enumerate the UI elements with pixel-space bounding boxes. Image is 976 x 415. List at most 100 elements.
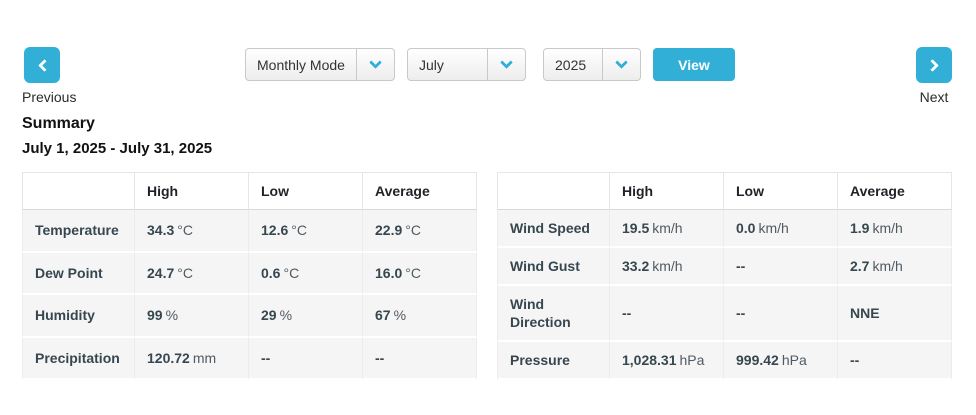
value-number: -- (736, 258, 746, 274)
cell-low: 29% (249, 295, 363, 338)
value-unit: °C (283, 264, 300, 281)
table-row-wind-speed: Wind Speed 19.5 km/h 0.0 km/h 1.9 km/h (497, 210, 952, 248)
previous-button[interactable] (24, 47, 60, 83)
value-number: 16.0 (375, 264, 403, 281)
value-unit: °C (177, 222, 193, 239)
value-unit: °C (177, 264, 193, 281)
wind-summary-table: High Low Average Wind Speed 19.5 km/h 0.0… (497, 172, 952, 380)
value-number: 12.6 (261, 222, 289, 239)
month-select[interactable]: July (407, 48, 526, 81)
value-number: 33.2 (622, 258, 650, 274)
row-label: Wind Gust (497, 248, 610, 286)
value-number: 67 (375, 307, 391, 324)
cell-average: 2.7 km/h (838, 248, 952, 286)
value-unit: km/h (872, 220, 903, 236)
cell-high: 99% (135, 295, 249, 338)
value-unit: hPa (781, 352, 807, 368)
column-header-high: High (135, 172, 249, 210)
cell-high: 34.3 °C (135, 210, 249, 253)
cell-low: -- (724, 248, 838, 286)
table-row-temperature: Temperature 34.3 °C 12.6 °C 22.9 °C (22, 210, 477, 253)
column-header-average: Average (363, 172, 477, 210)
value-number: 22.9 (375, 222, 403, 239)
weather-summary-table: High Low Average Temperature 34.3 °C 12.6… (22, 172, 477, 380)
chevron-down-icon (615, 55, 628, 69)
previous-nav: Previous (22, 47, 76, 105)
column-header-high: High (610, 172, 724, 210)
value-unit: km/h (872, 258, 903, 274)
year-select[interactable]: 2025 (543, 48, 641, 81)
cell-average: 16.0 °C (363, 252, 477, 295)
column-header-low: Low (724, 172, 838, 210)
value-unit: km/h (652, 258, 683, 274)
cell-average: -- (838, 342, 952, 380)
row-label: Wind Speed (497, 210, 610, 248)
value-unit: °C (405, 222, 421, 239)
cell-average: 67% (363, 295, 477, 338)
value-unit: % (393, 307, 407, 324)
value-unit: % (279, 307, 293, 324)
chevron-down-icon (500, 55, 513, 69)
value-unit: mm (192, 349, 217, 366)
value-number: 24.7 (147, 264, 175, 281)
value-number: -- (622, 305, 632, 321)
cell-average: 1.9 km/h (838, 210, 952, 248)
column-header-average: Average (838, 172, 952, 210)
cell-low: 12.6 °C (249, 210, 363, 253)
next-nav: Next (916, 47, 952, 105)
summary-tables: High Low Average Temperature 34.3 °C 12.6… (22, 172, 952, 380)
year-select-value: 2025 (555, 56, 587, 73)
next-label: Next (919, 89, 949, 105)
table-row-humidity: Humidity 99% 29% 67% (22, 295, 477, 338)
row-label: Wind Direction (497, 286, 610, 342)
row-label: Pressure (497, 342, 610, 380)
value-number: NNE (850, 305, 880, 321)
table-row-pressure: Pressure 1,028.31 hPa 999.42 hPa -- (497, 342, 952, 380)
chevron-down-icon (369, 55, 382, 69)
table-row-precipitation: Precipitation 120.72 mm -- -- (22, 337, 477, 380)
cell-low: 999.42 hPa (724, 342, 838, 380)
column-header-empty (22, 172, 135, 210)
column-header-low: Low (249, 172, 363, 210)
view-button[interactable]: View (653, 48, 735, 81)
chevron-right-icon (925, 58, 939, 72)
cell-low: 0.0 km/h (724, 210, 838, 248)
cell-high: 19.5 km/h (610, 210, 724, 248)
value-number: 0.6 (261, 264, 281, 281)
table-header-row: High Low Average (22, 172, 477, 210)
value-number: 1.9 (850, 220, 870, 236)
cell-high: 24.7 °C (135, 252, 249, 295)
column-header-empty (497, 172, 610, 210)
value-number: -- (736, 305, 746, 321)
row-label: Dew Point (22, 252, 135, 295)
previous-label: Previous (22, 89, 77, 105)
value-unit: °C (291, 222, 307, 239)
cell-high: 120.72 mm (135, 337, 249, 380)
value-number: -- (850, 352, 860, 368)
page-title: Summary (22, 115, 95, 132)
value-number: 34.3 (147, 222, 175, 239)
value-unit: hPa (679, 352, 705, 368)
date-range: July 1, 2025 - July 31, 2025 (22, 140, 213, 157)
value-number: 0.0 (736, 220, 756, 236)
cell-high: -- (610, 286, 724, 342)
cell-average: -- (363, 337, 477, 380)
year-select-arrow (602, 49, 640, 80)
value-number: 2.7 (850, 258, 870, 274)
cell-low: -- (724, 286, 838, 342)
month-select-arrow (487, 49, 525, 80)
cell-high: 1,028.31 hPa (610, 342, 724, 380)
value-unit: °C (405, 264, 421, 281)
row-label: Temperature (22, 210, 135, 253)
cell-average: NNE (838, 286, 952, 342)
cell-low: -- (249, 337, 363, 380)
row-label: Humidity (22, 295, 135, 338)
value-number: 120.72 (147, 349, 190, 366)
mode-select-value: Monthly Mode (257, 56, 345, 73)
next-button[interactable] (916, 47, 952, 83)
cell-average: 22.9 °C (363, 210, 477, 253)
mode-select[interactable]: Monthly Mode (245, 48, 395, 81)
value-unit: % (165, 307, 179, 324)
value-number: 19.5 (622, 220, 650, 236)
value-number: 999.42 (736, 352, 779, 368)
